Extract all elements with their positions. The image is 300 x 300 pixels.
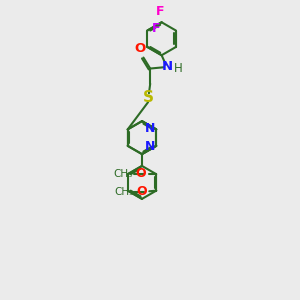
Text: CH₃: CH₃ <box>114 169 133 179</box>
Text: O: O <box>136 167 146 180</box>
Text: N: N <box>145 122 155 135</box>
Text: F: F <box>152 22 160 35</box>
Text: N: N <box>162 60 173 74</box>
Text: F: F <box>156 4 165 18</box>
Text: O: O <box>136 185 146 198</box>
Text: O: O <box>135 42 146 56</box>
Text: S: S <box>142 90 154 105</box>
Text: CH₃: CH₃ <box>114 187 134 197</box>
Text: H: H <box>173 62 182 76</box>
Text: N: N <box>145 140 155 153</box>
